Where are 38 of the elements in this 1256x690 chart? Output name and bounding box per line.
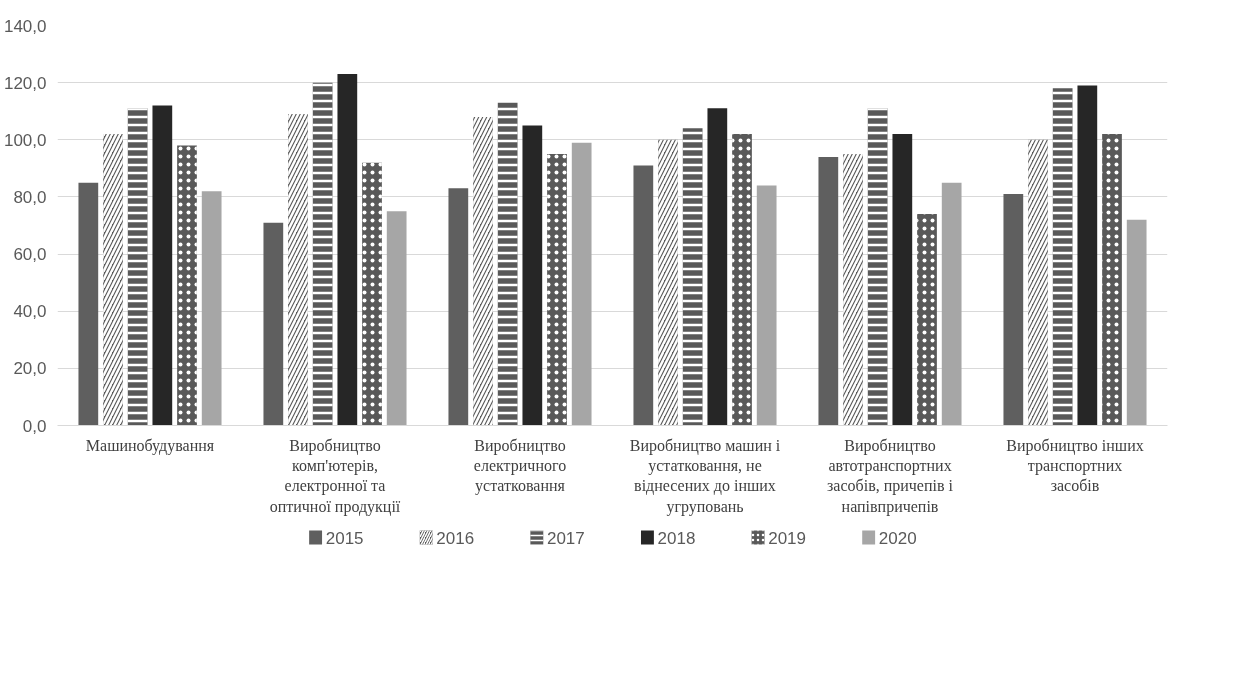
bar <box>152 105 173 426</box>
legend-label: 2018 <box>657 528 696 548</box>
y-tick-label: 60,0 <box>13 245 47 265</box>
bar <box>756 185 777 426</box>
bar <box>892 134 913 426</box>
bar <box>707 108 728 426</box>
x-tick-label: Виробництво електричного устатковання <box>473 436 567 496</box>
bar <box>941 182 962 426</box>
legend-label: 2020 <box>878 528 917 548</box>
bar <box>201 191 222 426</box>
legend-label: 2015 <box>325 528 364 548</box>
bar <box>571 142 592 426</box>
bar <box>1003 194 1024 426</box>
bar <box>263 222 284 426</box>
bar <box>337 74 358 426</box>
y-tick-label: 0,0 <box>22 416 47 436</box>
bar <box>633 165 654 426</box>
y-tick-label: 80,0 <box>13 187 47 207</box>
bar <box>522 125 543 426</box>
legend-label: 2017 <box>546 528 585 548</box>
y-tick-label: 20,0 <box>13 359 47 379</box>
legend-label: 2019 <box>768 528 807 548</box>
y-tick-label: 40,0 <box>13 302 47 322</box>
legend-label: 2016 <box>436 528 475 548</box>
x-tick-label: Виробництво комп'ютерів, електронної та оптичної продукції <box>269 436 401 516</box>
y-tick-label: 120,0 <box>3 73 47 93</box>
x-tick-label: Виробництво автотранспортних засобів, причепів і напівпричепів <box>827 436 954 516</box>
bar <box>1077 85 1098 426</box>
y-tick-label: 140,0 <box>3 16 47 36</box>
x-tick-label: Виробництво машин і устатковання, не віднесених до інших угруповань <box>629 436 781 516</box>
bar <box>386 211 407 426</box>
x-tick-label: Виробництво інших транспортних засобів <box>1006 436 1144 495</box>
bar <box>1126 219 1147 426</box>
x-tick-label: Машинобудування <box>85 436 215 455</box>
bar <box>818 156 839 426</box>
bar <box>448 188 469 426</box>
bar <box>78 182 99 426</box>
y-tick-label: 100,0 <box>3 130 47 150</box>
